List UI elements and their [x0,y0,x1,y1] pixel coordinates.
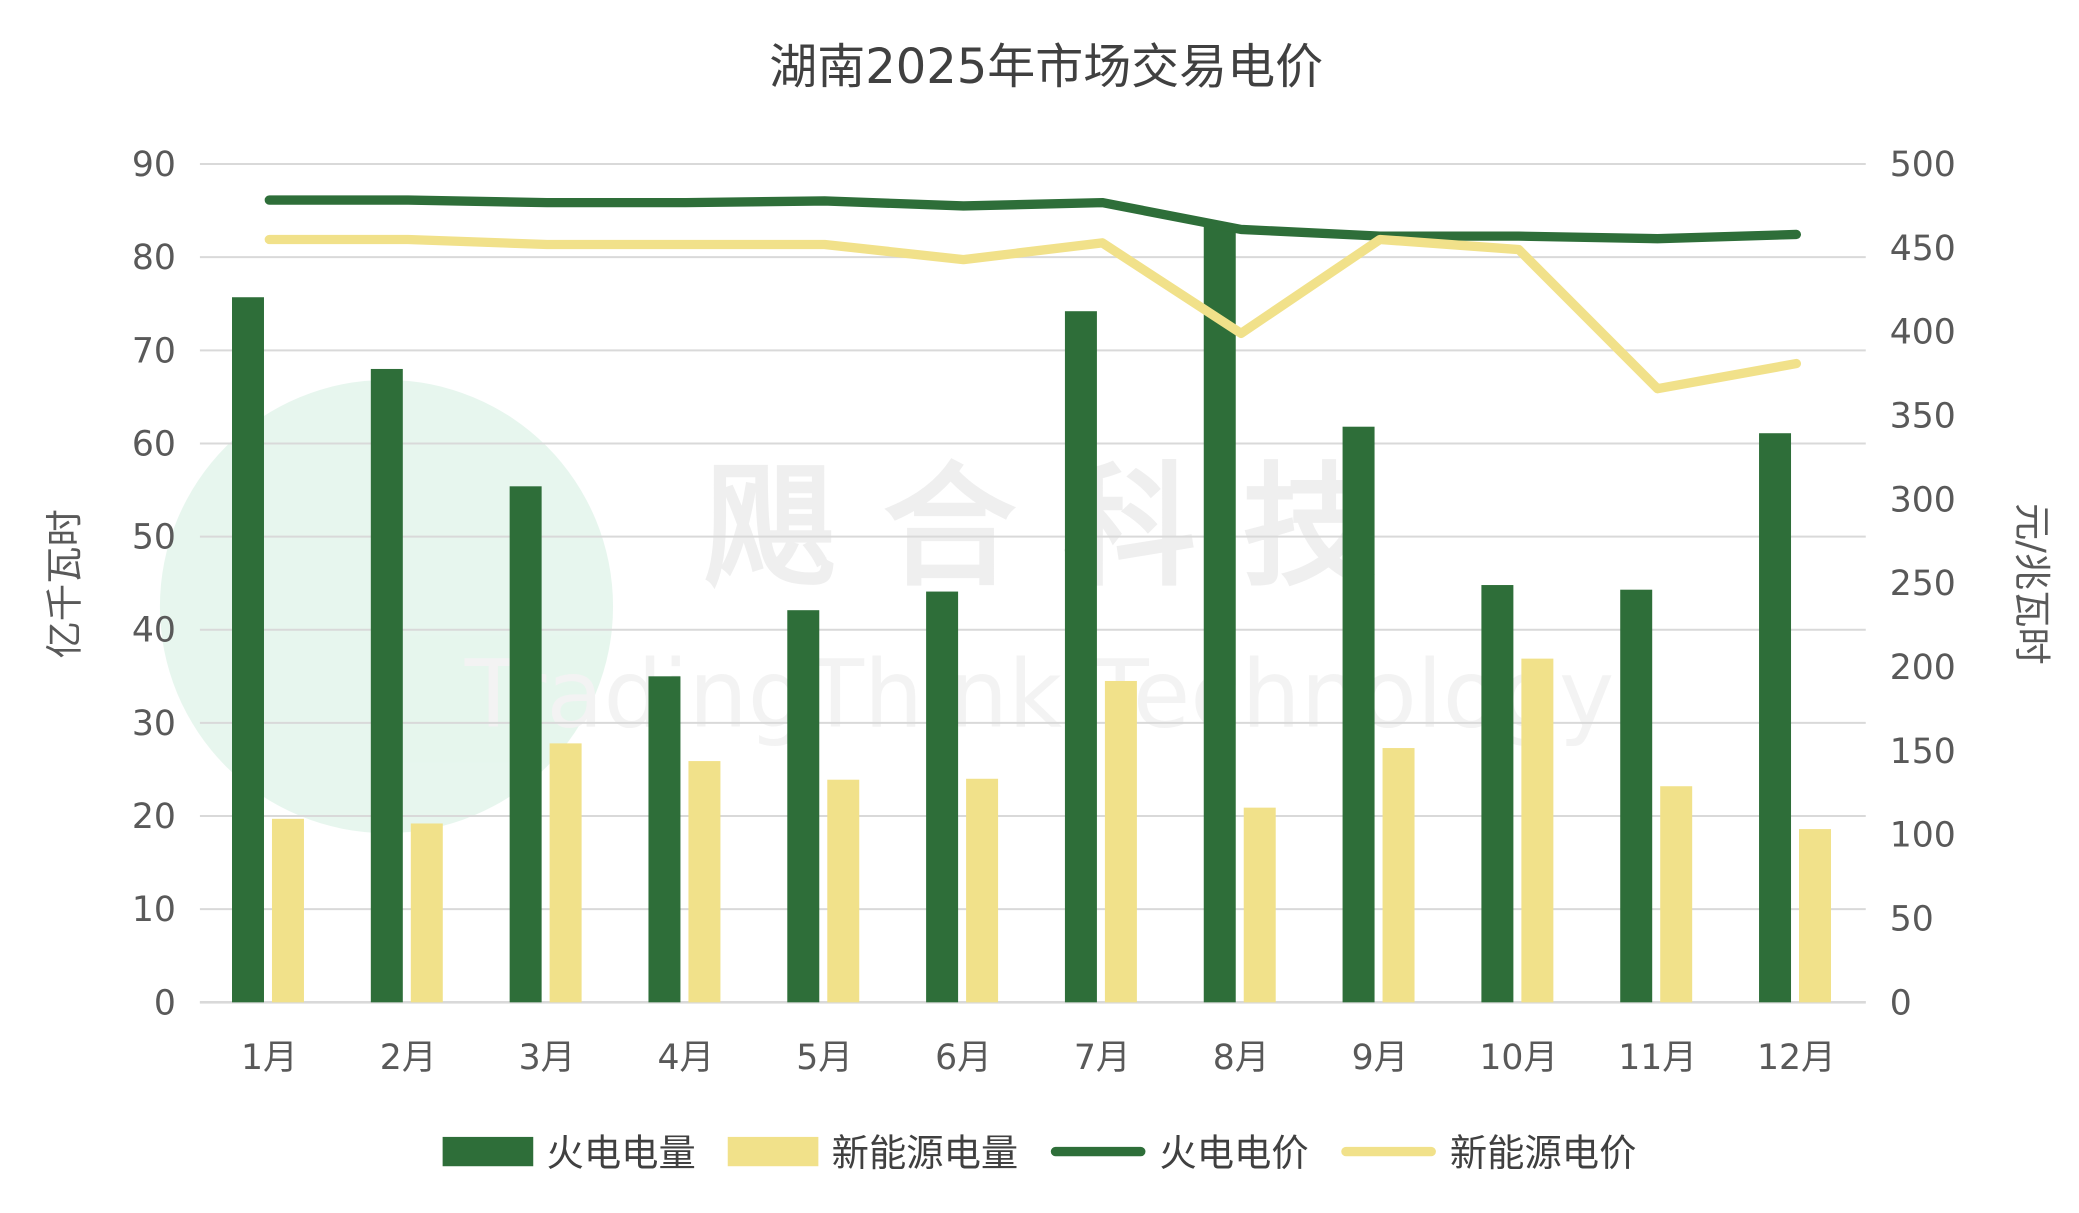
left-tick-label: 40 [132,611,176,651]
bar-火电电量 [1759,433,1792,1003]
line-新能源电价 [264,234,1802,394]
legend-label: 新能源电量 [832,1131,1018,1175]
legend-item: 新能源电量 [727,1131,1018,1175]
left-tick-label: 0 [154,983,176,1023]
legend-item: 火电电量 [442,1131,696,1175]
x-tick-label: 8月 [1213,1038,1270,1078]
legend-swatch [442,1136,534,1167]
legend-item: 新能源电价 [1341,1131,1636,1175]
left-tick-label: 80 [132,238,176,278]
bar-新能源电量 [1382,748,1415,1003]
left-tick-label: 30 [132,704,176,744]
legend-item: 火电电价 [1050,1131,1309,1175]
bar-火电电量 [648,676,681,1003]
x-tick-label: 12月 [1757,1038,1836,1078]
legend-swatch [727,1136,819,1167]
bar-火电电量 [1481,585,1514,1003]
right-axis-label: 元/兆瓦时 [2010,503,2054,665]
right-tick-label: 150 [1890,732,1956,772]
x-tick-label: 9月 [1352,1038,1409,1078]
left-tick-label: 90 [132,145,176,185]
right-tick-label: 350 [1890,397,1956,437]
bar-火电电量 [231,297,264,1003]
legend-label: 新能源电价 [1450,1131,1636,1175]
bar-新能源电量 [827,779,860,1003]
right-tick-label: 250 [1890,564,1956,604]
right-tick-label: 450 [1890,229,1956,269]
bar-火电电量 [1064,311,1097,1003]
left-axis-ticks: 0 10 20 30 40 50 60 70 80 90 [132,145,176,1023]
x-tick-label: 1月 [241,1038,298,1078]
x-tick-label: 7月 [1074,1038,1131,1078]
bar-火电电量 [370,368,403,1003]
x-tick-label: 2月 [380,1038,437,1078]
x-tick-label: 3月 [519,1038,576,1078]
left-tick-label: 70 [132,331,176,371]
bar-新能源电量 [410,823,443,1003]
right-tick-label: 200 [1890,648,1956,688]
x-tick-label: 11月 [1618,1038,1697,1078]
x-tick-label: 4月 [657,1038,714,1078]
legend: 火电电量 新能源电量 火电电价 新能源电价 [442,1131,1636,1175]
bar-新能源电量 [688,761,721,1003]
right-axis-ticks: 0 50 100 150 200 250 300 350 400 450 500 [1890,145,1956,1023]
watermark-en: TradingThink Technology [464,639,1614,748]
right-tick-label: 300 [1890,480,1956,520]
bar-火电电量 [509,486,542,1003]
right-tick-label: 100 [1890,816,1956,856]
bar-火电电量 [1342,426,1375,1003]
bar-火电电量 [1203,225,1236,1003]
x-tick-label: 6月 [935,1038,992,1078]
lines [264,195,1802,394]
chart-title: 湖南2025年市场交易电价 [769,39,1323,95]
right-tick-label: 50 [1890,899,1934,939]
left-tick-label: 20 [132,797,176,837]
watermark-cn: 飓 合 科 技 [703,450,1375,605]
bar-新能源电量 [1104,680,1137,1003]
bar-新能源电量 [1521,658,1554,1003]
left-axis-label: 亿千瓦时 [42,509,86,658]
legend-label: 火电电量 [547,1131,696,1175]
bar-火电电量 [787,610,820,1003]
bar-新能源电量 [271,818,304,1003]
bar-火电电量 [926,591,959,1003]
legend-label: 火电电价 [1159,1131,1308,1175]
left-tick-label: 60 [132,424,176,464]
right-tick-label: 0 [1890,983,1912,1023]
x-tick-label: 5月 [796,1038,853,1078]
bars [231,225,1832,1003]
bar-新能源电量 [1660,786,1693,1003]
right-tick-label: 500 [1890,145,1956,185]
bar-新能源电量 [966,778,999,1003]
bar-火电电量 [1620,589,1653,1003]
gridlines [199,163,1866,1004]
left-tick-label: 50 [132,518,176,558]
bar-新能源电量 [1243,807,1276,1003]
left-tick-label: 10 [132,890,176,930]
x-axis-ticks: 1月 2月 3月 4月 5月 6月 7月 8月 9月 10月 11月 12月 [241,1038,1836,1078]
bar-新能源电量 [1799,829,1832,1003]
right-tick-label: 400 [1890,313,1956,353]
line-火电电价 [264,195,1802,244]
x-tick-label: 10月 [1479,1038,1558,1078]
bar-新能源电量 [549,743,582,1003]
